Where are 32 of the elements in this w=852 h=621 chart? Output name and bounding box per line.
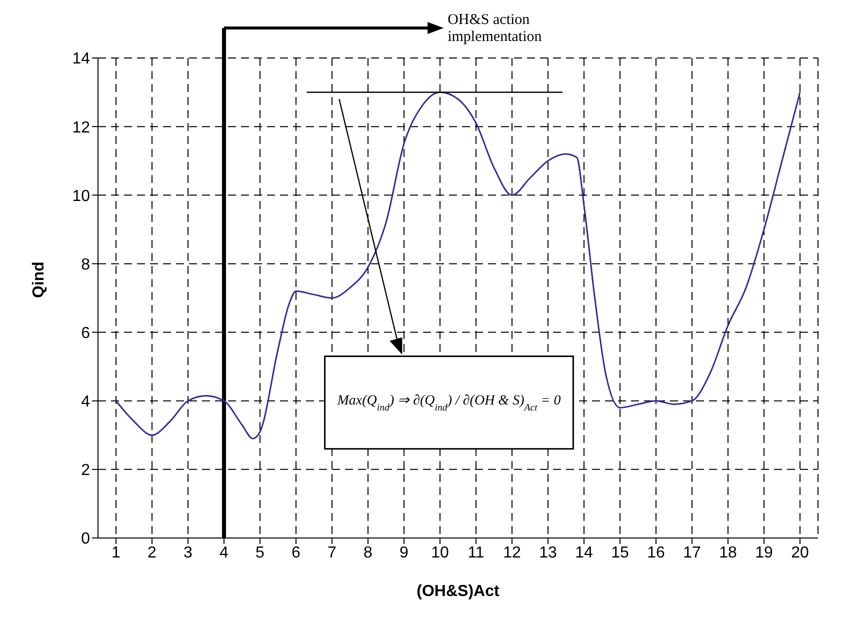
x-tick-label: 5 xyxy=(256,544,265,562)
x-tick-label: 1 xyxy=(112,544,121,562)
x-tick-label: 12 xyxy=(503,544,521,562)
x-tick-label: 10 xyxy=(431,544,449,562)
y-tick-label: 0 xyxy=(81,530,90,548)
x-tick-label: 17 xyxy=(683,544,701,562)
x-tick-label: 3 xyxy=(184,544,193,562)
x-tick-label: 9 xyxy=(400,544,409,562)
y-tick-label: 4 xyxy=(81,394,90,411)
x-tick-label: 8 xyxy=(364,544,373,562)
y-tick-label: 12 xyxy=(72,119,90,136)
x-tick-label: 15 xyxy=(611,544,629,562)
y-tick-label: 14 xyxy=(72,50,90,68)
y-tick-label: 2 xyxy=(81,462,90,480)
x-tick-label: 6 xyxy=(292,544,301,562)
text: OH&S action implementation xyxy=(448,12,542,45)
y-axis-title: Qind xyxy=(30,262,48,298)
x-axis-title: (OH&S)Act xyxy=(416,583,500,600)
x-tick-label: 7 xyxy=(328,544,337,562)
x-tick-label: 16 xyxy=(647,544,665,562)
x-tick-label: 18 xyxy=(719,544,737,562)
y-tick-label: 8 xyxy=(81,256,90,274)
x-tick-label: 11 xyxy=(468,544,484,562)
y-tick-label: 6 xyxy=(81,324,90,342)
x-tick-label: 2 xyxy=(148,544,157,562)
x-tick-label: 4 xyxy=(220,544,229,562)
y-tick-label: 10 xyxy=(72,188,90,205)
x-tick-label: 19 xyxy=(755,544,773,562)
x-tick-label: 14 xyxy=(575,544,593,562)
x-tick-label: 13 xyxy=(539,544,557,562)
x-tick-label: 20 xyxy=(791,544,809,562)
annotation: Max(Q$_{ind}$) ⇒ ∂(Q$_{ind}$) / ∂(OH & S)$_{Act}$ = 0 xyxy=(336,393,561,413)
